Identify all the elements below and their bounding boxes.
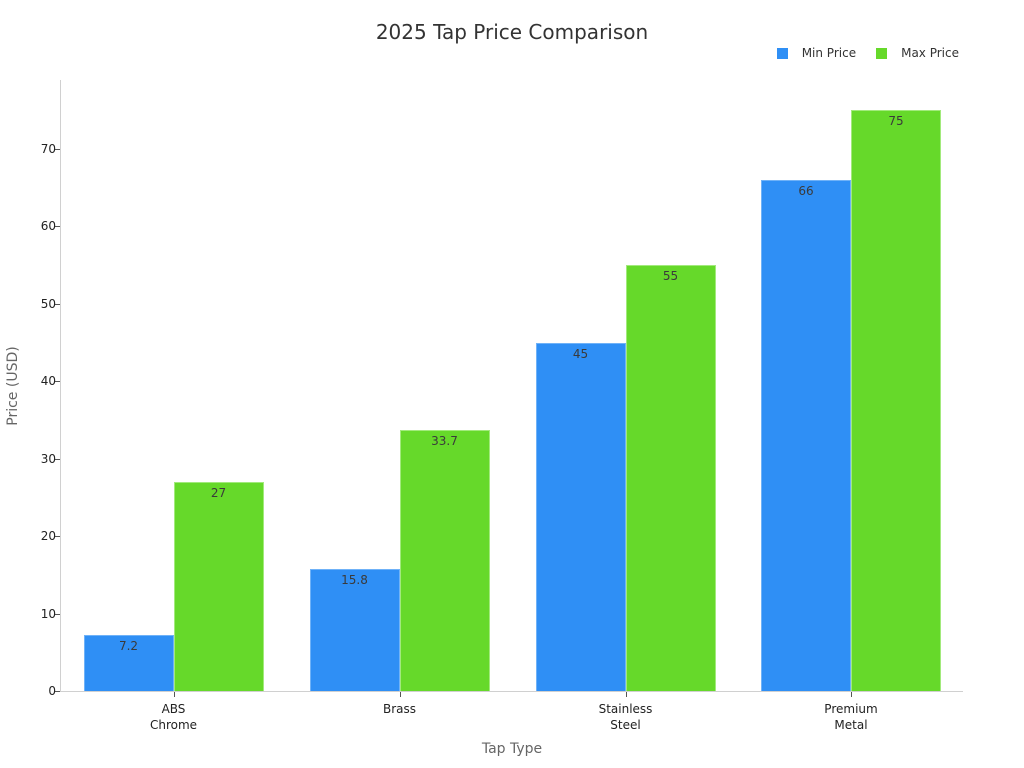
bar-min-price[interactable]: 45: [535, 342, 626, 691]
x-axis-label: Tap Type: [481, 741, 543, 757]
y-tick: [54, 381, 60, 383]
bar-max-price[interactable]: 27: [173, 481, 264, 691]
y-tick: [54, 458, 60, 460]
bar-min-price[interactable]: 7.2: [83, 635, 174, 691]
bar-value-label: 15.8: [341, 572, 368, 587]
y-axis-label: Price (USD): [5, 346, 21, 426]
y-axis-line: [60, 80, 61, 692]
bar-max-price[interactable]: 75: [851, 110, 941, 691]
x-tick-label-line: Metal: [834, 718, 868, 732]
bar-value-label: 55: [662, 269, 679, 284]
x-tick-label-line: Brass: [382, 702, 417, 716]
y-tick-label: 20: [40, 529, 56, 544]
y-tick-label: 70: [40, 142, 56, 156]
y-tick-label: 10: [40, 606, 56, 621]
x-tick-label: ABS Chrome: [114, 701, 234, 733]
bar-value-label: 66: [798, 183, 814, 198]
y-tick: [54, 536, 60, 538]
x-tick: [626, 692, 627, 697]
y-tick: [54, 226, 60, 228]
y-tick-label: 0: [48, 684, 56, 698]
legend: Min Price Max Price: [757, 46, 959, 60]
x-tick-label-line: Steel: [610, 718, 641, 732]
x-tick-label: Brass: [340, 701, 460, 717]
legend-item-min-price[interactable]: Min Price: [776, 46, 857, 60]
bar-value-label: 7.2: [118, 639, 139, 654]
y-tick: [54, 691, 60, 692]
y-tick-label: 30: [40, 451, 56, 466]
y-tick-label: 40: [40, 374, 56, 389]
legend-label-max-price: Max Price: [901, 46, 959, 60]
bar-min-price[interactable]: 66: [761, 179, 851, 691]
bar-value-label: 75: [888, 114, 904, 129]
legend-label-min-price: Min Price: [801, 46, 857, 60]
legend-item-max-price[interactable]: Max Price: [876, 46, 959, 60]
x-tick-label: Premium Metal: [791, 701, 911, 733]
x-tick-label: Stainless Steel: [566, 701, 686, 733]
bar-value-label: 33.7: [431, 434, 458, 449]
x-tick-label-line: Chrome: [149, 718, 198, 732]
y-tick: [54, 149, 60, 150]
y-tick-label: 60: [40, 219, 56, 234]
bar-min-price[interactable]: 15.8: [309, 568, 400, 691]
bar-max-price[interactable]: 33.7: [399, 430, 490, 691]
legend-swatch-max-price: [876, 47, 888, 59]
x-tick-label-line: Stainless: [598, 702, 653, 716]
bar-value-label: 27: [210, 485, 227, 500]
y-tick: [54, 303, 60, 305]
y-tick: [54, 613, 60, 615]
bar-value-label: 45: [572, 346, 589, 361]
bar-max-price[interactable]: 55: [625, 265, 716, 691]
x-tick: [851, 692, 852, 697]
x-tick-label-line: Premium: [824, 702, 878, 716]
y-tick-label: 50: [40, 296, 56, 311]
legend-swatch-min-price: [776, 47, 788, 59]
chart-title: 2025 Tap Price Comparison: [375, 20, 649, 44]
x-axis-line: [60, 691, 963, 692]
x-tick: [400, 692, 401, 697]
x-tick-label-line: ABS: [161, 702, 186, 716]
x-tick: [174, 692, 175, 697]
